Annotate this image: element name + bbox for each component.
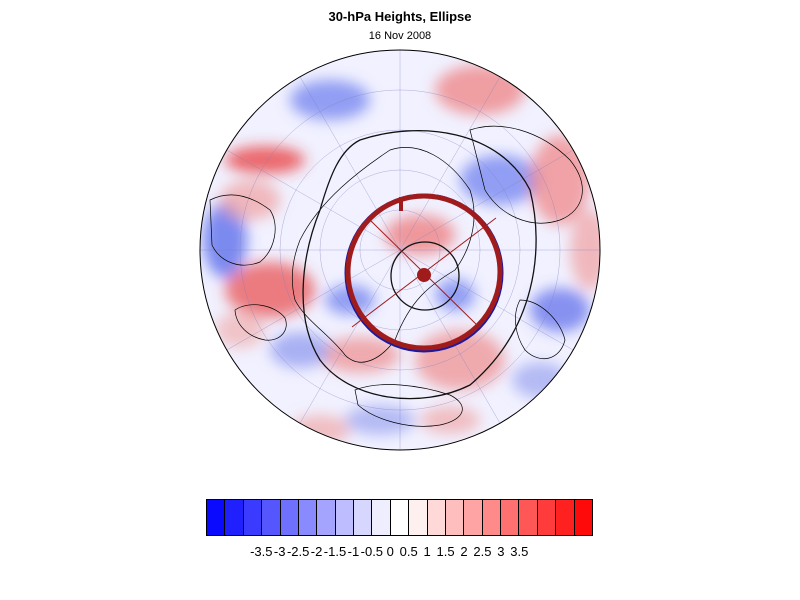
colorbar-swatch xyxy=(482,500,501,535)
colorbar-swatch xyxy=(390,500,410,535)
vortex-ellipse xyxy=(344,193,504,353)
map-title: 30-hPa Heights, Ellipse xyxy=(328,9,472,24)
graticule xyxy=(200,50,600,450)
colorbar-swatch xyxy=(556,500,575,535)
colorbar-swatch xyxy=(354,500,373,535)
colorbar-swatch xyxy=(317,500,336,535)
colorbar-swatch xyxy=(537,500,557,535)
colorbar-label: 0 xyxy=(386,544,394,559)
globe-outline xyxy=(199,49,601,451)
colorbar-label: -2.5 xyxy=(286,544,310,559)
colorbar-label: 1 xyxy=(423,544,431,559)
colorbar-swatch xyxy=(574,500,592,535)
colorbar-label: 2.5 xyxy=(473,544,492,559)
colorbar-swatch xyxy=(427,500,446,535)
colorbar-label: -1 xyxy=(347,544,360,559)
coastlines xyxy=(209,125,583,427)
colorbar-swatch xyxy=(445,500,465,535)
colorbar-label: -0.5 xyxy=(360,544,384,559)
colorbar-label: -3 xyxy=(273,544,286,559)
colorbar-swatch xyxy=(207,500,226,535)
colorbar-label: -1.5 xyxy=(323,544,347,559)
colorbar-swatch xyxy=(372,500,391,535)
colorbar xyxy=(206,499,593,536)
colorbar-labels: -3.5 -3 -2.5 -2 -1.5 -1 -0.5 0 0.5 1 1.5 2 2.5 3 3.5 xyxy=(0,544,800,560)
colorbar-swatch xyxy=(243,500,263,535)
colorbar-swatch xyxy=(464,500,483,535)
colorbar-label: 3 xyxy=(497,544,505,559)
colorbar-swatch xyxy=(409,500,428,535)
colorbar-label: 2 xyxy=(460,544,468,559)
colorbar-swatch xyxy=(335,500,354,535)
map-date: 16 Nov 2008 xyxy=(368,30,432,42)
colorbar-label: 1.5 xyxy=(436,544,455,559)
colorbar-swatch xyxy=(519,500,538,535)
colorbar-swatch xyxy=(501,500,520,535)
colorbar-label: -3.5 xyxy=(250,544,273,559)
colorbar-label: 0.5 xyxy=(399,544,418,559)
colorbar-label: -2 xyxy=(310,544,323,559)
anomaly-field xyxy=(200,50,600,450)
colorbar-swatch xyxy=(280,500,299,535)
colorbar-swatch xyxy=(298,500,318,535)
colorbar-swatch xyxy=(225,500,244,535)
colorbar-label: 3.5 xyxy=(510,544,529,559)
height-contours xyxy=(302,130,537,400)
colorbar-swatch xyxy=(262,500,281,535)
